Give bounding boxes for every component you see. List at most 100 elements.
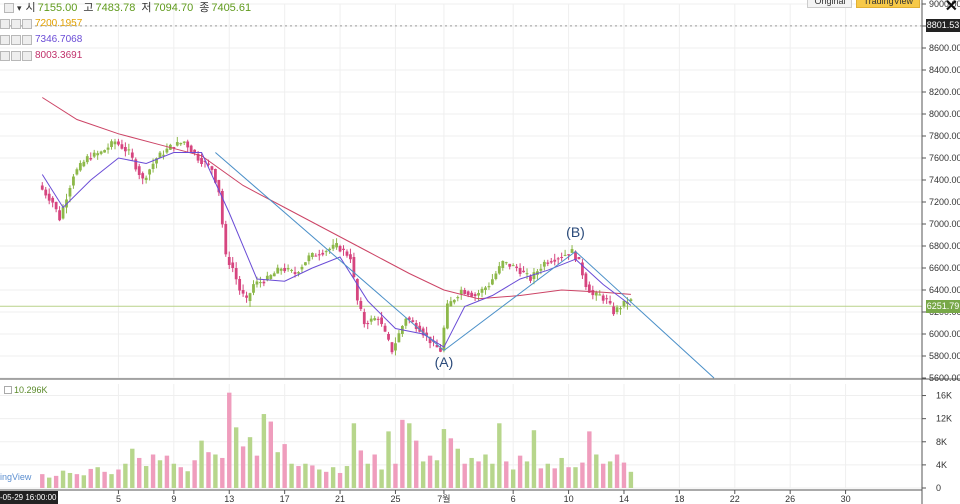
candle-body [44, 189, 48, 196]
volume-bar [53, 475, 59, 488]
candle-body [518, 268, 522, 274]
x-tick-label: 25 [390, 494, 400, 504]
candle-body [508, 263, 512, 267]
close-icon[interactable] [22, 51, 32, 61]
volume-tick-label: 16K [936, 391, 952, 401]
wave-label: (A) [435, 354, 454, 370]
x-tick-label: 5 [116, 494, 121, 504]
candle-body [470, 292, 474, 297]
candle-body [355, 279, 359, 301]
candle-body [570, 249, 574, 253]
candle-body [342, 248, 345, 251]
eye-icon[interactable] [0, 35, 10, 45]
candle-body [158, 152, 162, 158]
volume-bar [351, 423, 357, 488]
candle-body [51, 197, 55, 203]
collapse-arrow-icon[interactable]: ▾ [17, 3, 22, 13]
candle-body [539, 268, 543, 271]
candle-body [459, 289, 463, 295]
volume-bar [240, 446, 246, 488]
volume-bar [552, 468, 557, 488]
volume-bar [261, 414, 267, 488]
candle-body [324, 251, 328, 253]
volume-bar [67, 472, 73, 488]
y-tick-label: 5600.00 [929, 373, 960, 383]
volume-bar [88, 468, 93, 488]
candle-body [418, 325, 422, 332]
volume-toggle-icon[interactable] [4, 386, 12, 394]
candle-body [380, 317, 383, 325]
volume-bar [524, 461, 530, 488]
volume-bar [358, 450, 364, 488]
candle-body [276, 267, 280, 274]
y-tick-label: 7800.00 [929, 131, 960, 141]
candle-body [598, 294, 602, 296]
volume-bar [275, 452, 280, 488]
eye-icon[interactable] [0, 19, 10, 29]
eye-icon[interactable] [0, 51, 10, 61]
ma-value-3: 8003.3691 [35, 50, 83, 61]
candle-body [473, 294, 477, 297]
candle-body [196, 153, 200, 161]
y-tick-label: 7600.00 [929, 153, 960, 163]
candle-body [574, 251, 577, 261]
volume-bar [192, 460, 197, 488]
volume-bar [386, 431, 391, 488]
candle-body [612, 306, 615, 315]
volume-bar [317, 469, 322, 488]
volume-bar [233, 427, 239, 488]
volume-tick-label: 4K [936, 460, 947, 470]
volume-bar [185, 471, 190, 488]
candle-body [362, 312, 366, 325]
close-icon[interactable] [22, 35, 32, 45]
volume-bar [81, 475, 87, 488]
candle-body [72, 176, 75, 186]
close-icon[interactable] [22, 19, 32, 29]
y-tick-label: 7400.00 [929, 175, 960, 185]
volume-bar [337, 472, 343, 488]
candle-body [47, 193, 51, 201]
candle-body [99, 151, 103, 154]
volume-bar [157, 460, 163, 488]
settings-icon[interactable] [11, 51, 21, 61]
trend-line [575, 251, 715, 379]
candle-body [155, 158, 158, 164]
volume-bar [407, 423, 412, 488]
candle-body [608, 301, 612, 304]
volume-bar [504, 461, 509, 488]
close-icon[interactable]: ✕ [944, 0, 958, 15]
candle-body [217, 180, 221, 193]
watermark: ingView [0, 472, 32, 482]
candle-body [629, 299, 633, 301]
trend-line [215, 152, 445, 351]
candle-body [179, 142, 183, 145]
collapse-icon[interactable] [4, 3, 14, 13]
ohlc-item: 시 7155.00 [26, 2, 78, 14]
candle-body [352, 257, 356, 278]
volume-bar [580, 462, 585, 488]
candle-body [563, 254, 567, 256]
candle-body [442, 327, 446, 351]
candle-body [272, 273, 276, 277]
tradingview-button[interactable]: TradingView [856, 0, 920, 8]
candle-body [85, 156, 89, 163]
settings-icon[interactable] [11, 35, 21, 45]
settings-icon[interactable] [11, 19, 21, 29]
candle-body [269, 275, 273, 279]
candle-body [522, 270, 525, 273]
candle-body [497, 266, 501, 274]
volume-bar [365, 463, 370, 488]
candle-body [331, 244, 335, 249]
candle-body [411, 320, 415, 322]
candle-body [317, 254, 321, 256]
candle-body [501, 260, 505, 268]
ohlc-value: 7483.78 [95, 2, 136, 14]
original-button[interactable]: Original [807, 0, 853, 8]
candle-body [310, 252, 314, 257]
volume-bar [109, 474, 114, 488]
y-tick-label: 6400.00 [929, 285, 960, 295]
volume-bar [483, 454, 488, 488]
candle-body [68, 188, 72, 197]
candle-body [397, 333, 401, 343]
